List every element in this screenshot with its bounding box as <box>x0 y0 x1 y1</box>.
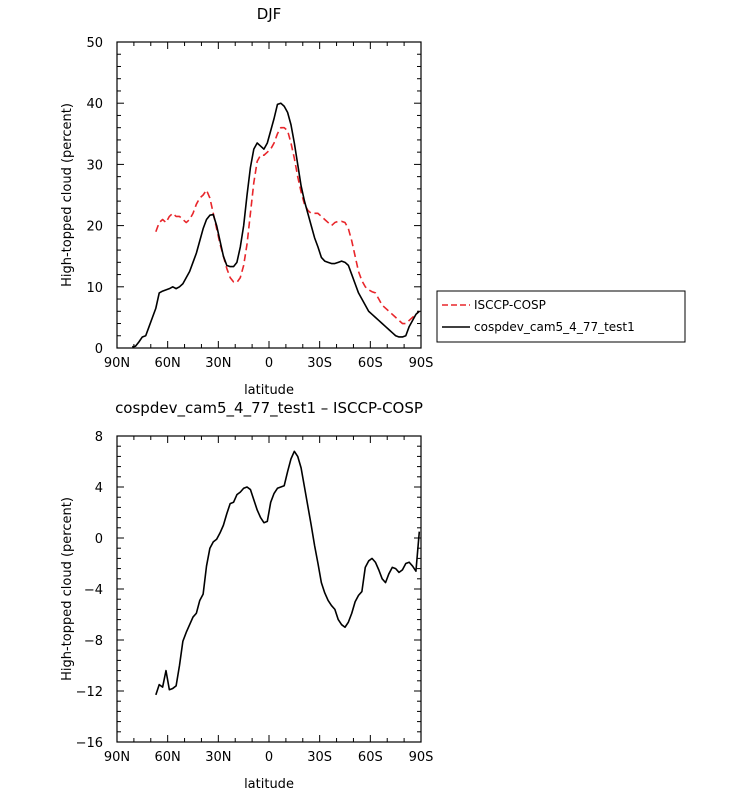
series-line-1 <box>132 102 420 348</box>
y-tick-label: 8 <box>95 430 103 445</box>
y-tick-label: 40 <box>86 97 103 112</box>
y-tick-label: 30 <box>86 158 103 173</box>
y-tick-label: 4 <box>95 481 103 496</box>
top-chart-ylabel: High-topped cloud (percent) <box>60 103 75 287</box>
bottom-panel: cospdev_cam5_4_77_test1 – ISCCP-COSP Hig… <box>60 399 433 792</box>
plot-frame <box>116 435 422 743</box>
legend-label-cospdev: cospdev_cam5_4_77_test1 <box>474 320 635 334</box>
top-chart-title: DJF <box>257 5 282 23</box>
y-tick-label: −4 <box>84 583 103 598</box>
bottom-plot-area: 90N 60N 30N 0 30S 60S 90S −16 −12 −8 −4 0 4 8 <box>76 430 434 765</box>
x-tick-label: 30N <box>205 750 231 765</box>
x-tick-label: 60N <box>155 750 181 765</box>
bottom-chart-xlabel: latitude <box>244 777 294 792</box>
y-tick-label: 0 <box>95 342 103 357</box>
x-tick-label: 90N <box>104 356 130 371</box>
y-tick-label: 50 <box>86 36 103 51</box>
bottom-chart-ylabel: High-topped cloud (percent) <box>60 497 75 681</box>
x-tick-label: 0 <box>265 750 273 765</box>
y-tick-label: 10 <box>86 281 103 296</box>
legend-box <box>436 290 686 343</box>
y-tick-label: −12 <box>76 685 103 700</box>
legend-label-isccp: ISCCP-COSP <box>474 298 546 312</box>
series-line-0 <box>155 126 420 325</box>
plot-frame <box>116 41 422 349</box>
x-tick-label: 30S <box>307 750 332 765</box>
x-tick-label: 60S <box>358 750 383 765</box>
top-panel: DJF High-topped cloud (percent) latitude… <box>60 5 686 398</box>
top-legend: ISCCP-COSP cospdev_cam5_4_77_test1 <box>436 290 686 343</box>
top-chart-xlabel: latitude <box>244 383 294 398</box>
bottom-chart-title: cospdev_cam5_4_77_test1 – ISCCP-COSP <box>115 399 423 418</box>
y-tick-label: 0 <box>95 532 103 547</box>
series-line-0 <box>155 450 421 696</box>
x-tick-label: 30S <box>307 356 332 371</box>
x-tick-label: 90S <box>409 356 434 371</box>
y-tick-label: −16 <box>76 736 103 751</box>
y-tick-label: 20 <box>86 220 103 235</box>
x-tick-label: 60N <box>155 356 181 371</box>
y-tick-label: −8 <box>84 634 103 649</box>
x-tick-label: 0 <box>265 356 273 371</box>
x-tick-label: 90S <box>409 750 434 765</box>
x-tick-label: 90N <box>104 750 130 765</box>
x-tick-label: 30N <box>205 356 231 371</box>
x-tick-label: 60S <box>358 356 383 371</box>
top-plot-area: 90N 60N 30N 0 30S 60S 90S 0 10 20 30 40 50 <box>86 36 433 371</box>
